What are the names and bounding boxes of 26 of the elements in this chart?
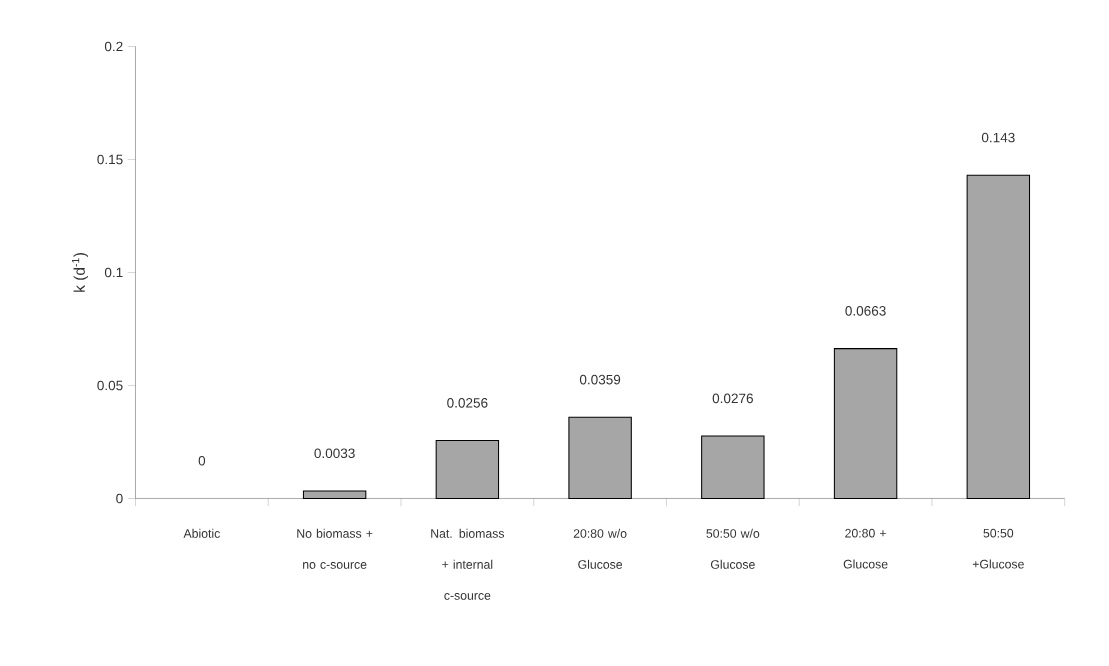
y-tick-label: 0.2 [104,41,123,52]
category-label: 20:80 + Glucose [843,528,888,569]
data-label: 0.0256 [447,398,488,408]
bar [833,348,898,500]
bar [701,435,765,500]
data-label: 0.0276 [712,393,753,404]
bar [568,416,632,500]
y-tick-label: 0.05 [97,380,123,391]
category-label: 20:80 w/o Glucose [573,528,627,569]
bar [302,490,367,500]
data-label: 0.0359 [579,374,621,385]
category-label: Nat. biomass + internal c-source [431,528,505,600]
y-tick-label: 0 [116,493,123,504]
bar [435,440,500,500]
data-label: 0.0033 [314,448,355,459]
y-tick-label: 0.1 [104,267,123,278]
data-label: 0.0663 [845,306,886,316]
y-tick-label: 0.15 [97,154,123,165]
data-label: 0.143 [981,132,1015,143]
y-axis-title: k (d$^{-1}$) [72,253,88,292]
x-tick-label: Abiotic [183,528,220,538]
bar [966,174,1031,500]
category-label: No biomass + no c-source [297,528,373,569]
category-label: 50:50 +Glucose [972,528,1024,569]
category-label: 50:50 w/o Glucose [706,528,760,569]
data-label: 0 [198,455,206,466]
